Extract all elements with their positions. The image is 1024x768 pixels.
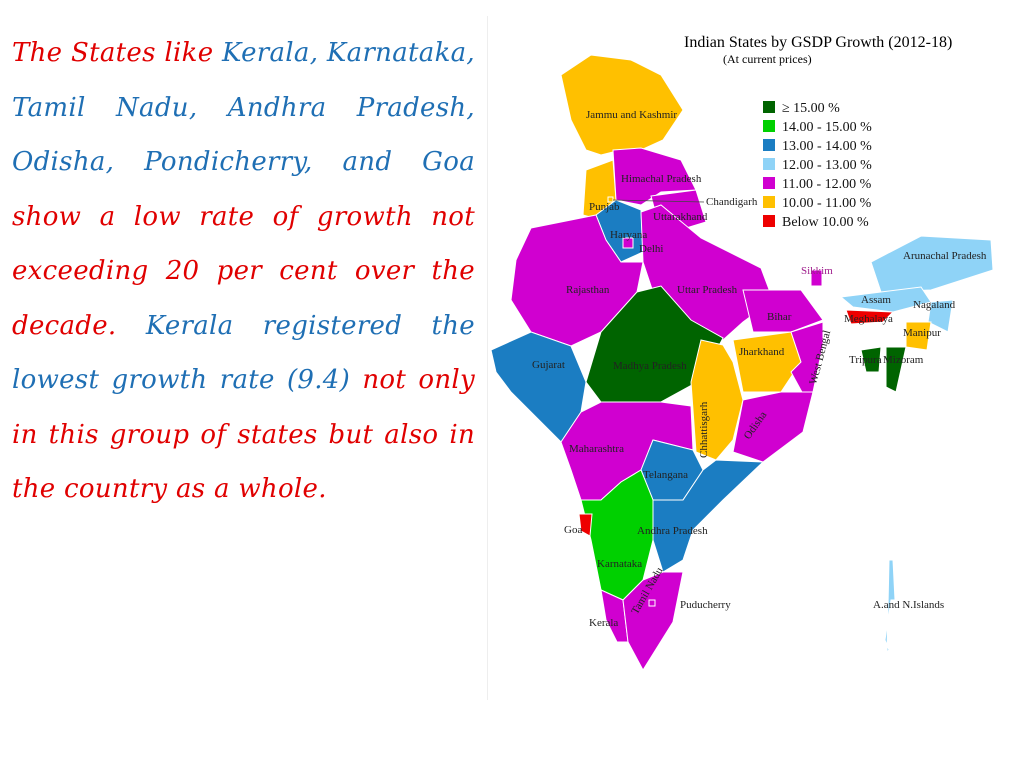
state-region bbox=[560, 54, 684, 156]
state-label: Chhattisgarh bbox=[698, 401, 710, 458]
state-label: Gujarat bbox=[532, 359, 565, 371]
state-region bbox=[612, 147, 697, 206]
state-label: Punjab bbox=[589, 201, 620, 213]
legend-label: 11.00 - 12.00 % bbox=[782, 177, 872, 192]
legend-label: Below 10.00 % bbox=[782, 215, 869, 230]
state-region bbox=[648, 599, 656, 607]
state-label: Goa bbox=[564, 524, 582, 536]
legend-swatch bbox=[763, 215, 775, 227]
state-region bbox=[884, 559, 896, 654]
state-region bbox=[732, 391, 814, 463]
leader-line bbox=[612, 199, 705, 203]
map: Indian States by GSDP Growth (2012-18) (… bbox=[490, 34, 994, 671]
state-label: Arunachal Pradesh bbox=[903, 250, 987, 262]
legend-swatch bbox=[763, 158, 775, 170]
legend-swatch bbox=[763, 120, 775, 132]
state-region bbox=[622, 571, 684, 671]
paragraph: The States like Kerala, Karnataka, Tamil… bbox=[12, 26, 475, 517]
state-region bbox=[652, 459, 765, 573]
map-title: Indian States by GSDP Growth (2012-18) bbox=[684, 34, 952, 51]
legend-label: ≥ 15.00 % bbox=[782, 101, 840, 116]
state-label: Maharashtra bbox=[569, 443, 624, 455]
state-label: Rajasthan bbox=[566, 284, 610, 296]
state-label: Chandigarh bbox=[706, 196, 758, 208]
state-region bbox=[607, 196, 614, 203]
state-label: Assam bbox=[861, 294, 891, 306]
text-segment: The States like bbox=[12, 38, 214, 68]
state-label: Bihar bbox=[767, 311, 792, 323]
state-label: Tripura bbox=[849, 354, 882, 366]
state-label: Madhya Pradesh bbox=[613, 360, 687, 372]
state-region bbox=[732, 331, 802, 393]
legend-label: 13.00 - 14.00 % bbox=[782, 139, 872, 154]
state-region bbox=[580, 469, 654, 601]
text-segment: Kerala registered the lowest growth rate… bbox=[12, 310, 475, 396]
text-segment: show a low rate of growth not exceeding … bbox=[12, 201, 475, 341]
legend-swatch bbox=[763, 196, 775, 208]
state-region bbox=[927, 299, 954, 333]
state-label: Haryana bbox=[610, 229, 647, 241]
state-region bbox=[578, 513, 593, 537]
map-panel: Indian States by GSDP Growth (2012-18) (… bbox=[487, 16, 1008, 700]
state-region bbox=[810, 269, 823, 287]
state-label: Delhi bbox=[639, 243, 663, 255]
state-label: Manipur bbox=[903, 327, 941, 339]
state-region bbox=[860, 346, 882, 373]
state-label: Uttar Pradesh bbox=[677, 284, 738, 296]
text-segment: Kerala, Karnataka, Tamil Nadu, Andhra Pr… bbox=[12, 38, 475, 177]
text-segment: not only in this group of states but als… bbox=[12, 365, 475, 504]
state-label: Sikkim bbox=[801, 265, 833, 277]
state-region bbox=[622, 237, 634, 249]
state-label: Puducherry bbox=[680, 599, 731, 611]
legend-swatch bbox=[763, 177, 775, 189]
state-label: Meghalaya bbox=[844, 313, 893, 325]
state-label: Uttarakhand bbox=[653, 211, 708, 223]
legend-label: 14.00 - 15.00 % bbox=[782, 120, 872, 135]
legend-label: 12.00 - 13.00 % bbox=[782, 158, 872, 173]
state-label: A.and N.Islands bbox=[873, 599, 944, 611]
state-region bbox=[845, 309, 895, 325]
state-label: Jharkhand bbox=[739, 346, 785, 358]
state-label: Jammu and Kashmir bbox=[586, 109, 677, 121]
state-label: Kerala bbox=[589, 617, 618, 629]
state-region bbox=[885, 346, 907, 393]
state-label: Nagaland bbox=[913, 299, 956, 311]
state-region bbox=[600, 589, 629, 643]
state-region bbox=[870, 235, 994, 293]
state-label: Karnataka bbox=[597, 558, 642, 570]
state-label: Andhra Pradesh bbox=[637, 525, 708, 537]
state-label: Telangana bbox=[643, 469, 688, 481]
map-subtitle: (At current prices) bbox=[723, 52, 812, 66]
state-region bbox=[790, 321, 832, 395]
state-region bbox=[742, 289, 824, 333]
legend-swatch bbox=[763, 101, 775, 113]
state-label: Mizoram bbox=[883, 354, 924, 366]
legend-swatch bbox=[763, 139, 775, 151]
state-region bbox=[905, 321, 932, 351]
legend-label: 10.00 - 11.00 % bbox=[782, 196, 872, 211]
state-label: Himachal Pradesh bbox=[621, 173, 702, 185]
